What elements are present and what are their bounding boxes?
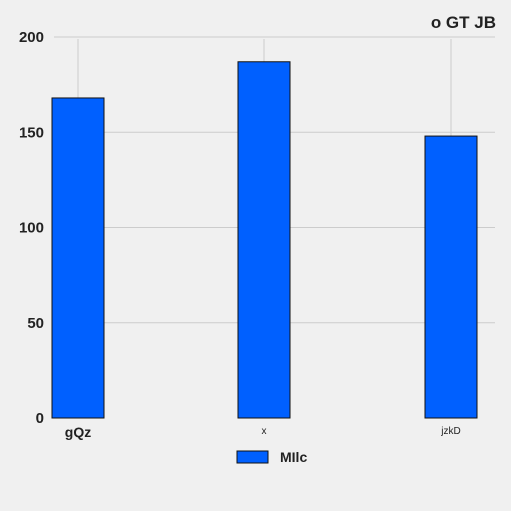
y-tick-label: 150	[19, 124, 44, 141]
bar	[237, 61, 291, 419]
x-tick-label: x	[262, 426, 267, 437]
legend-label: MIlc	[280, 449, 307, 465]
x-tick-label: gQz	[65, 424, 91, 440]
y-tick-label: 0	[36, 410, 44, 427]
x-axis-ticks: gQz x jzkD	[65, 424, 461, 440]
legend: MIlc	[236, 449, 307, 465]
chart-title: o GT JB	[431, 13, 496, 32]
bars	[51, 61, 478, 419]
y-tick-label: 200	[19, 29, 44, 46]
bar	[424, 135, 478, 419]
legend-swatch	[236, 450, 269, 464]
y-tick-label: 100	[19, 220, 44, 237]
bar	[51, 97, 105, 419]
x-tick-label: jzkD	[440, 426, 460, 437]
y-axis-ticks: 0 50 100 150 200	[19, 29, 44, 427]
y-tick-label: 50	[27, 315, 44, 332]
